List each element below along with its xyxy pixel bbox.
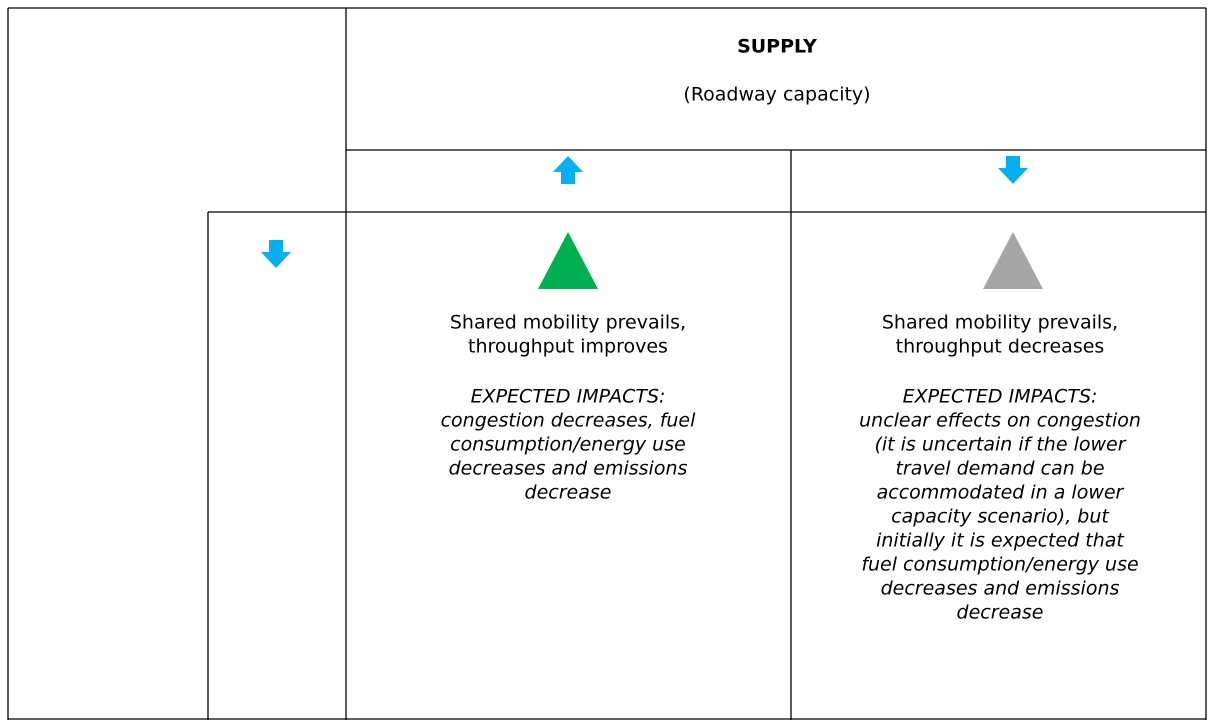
cell-impacts: decreases and emissions [881, 578, 1120, 600]
cell-impacts: EXPECTED IMPACTS: [471, 386, 666, 408]
cell-impacts: EXPECTED IMPACTS: [903, 386, 1098, 408]
cell-impacts: accommodated in a lower [877, 482, 1125, 504]
cell-heading: Shared mobility prevails, [450, 312, 686, 334]
cell-impacts: capacity scenario), but [891, 506, 1110, 528]
cell-impacts: decreases and emissions [449, 458, 688, 480]
gray-triangle [983, 232, 1043, 289]
cell-heading: Shared mobility prevails, [882, 312, 1118, 334]
cell-impacts: congestion decreases, fuel [441, 410, 697, 432]
cell-heading: throughput decreases [896, 336, 1105, 358]
down-arrow [261, 240, 291, 268]
cell-impacts: unclear effects on congestion [859, 410, 1141, 432]
green-triangle [538, 232, 598, 289]
cell-impacts: (it is uncertain if the lower [874, 434, 1126, 456]
cell-impacts: initially it is expected that [876, 530, 1125, 552]
up-arrow [553, 156, 583, 184]
supply-subtitle: (Roadway capacity) [683, 84, 870, 106]
down-arrow [998, 156, 1028, 184]
supply-title: SUPPLY [737, 36, 817, 58]
cell-impacts: consumption/energy use [450, 434, 686, 456]
cell-heading: throughput improves [468, 336, 668, 358]
cell-impacts: fuel consumption/energy use [861, 554, 1138, 576]
cell-impacts: decrease [525, 482, 612, 504]
cell-impacts: decrease [957, 602, 1044, 624]
cell-impacts: travel demand can be [895, 458, 1104, 480]
